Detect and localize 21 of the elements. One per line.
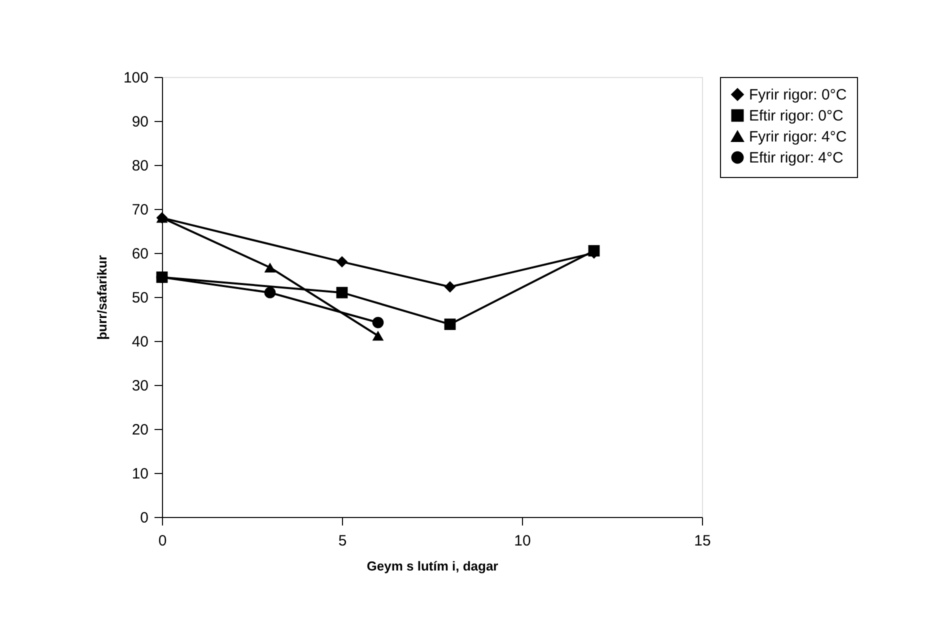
y-tick-label: 70 — [132, 202, 148, 218]
y-tick-label: 60 — [132, 246, 148, 262]
x-axis-title: Geym s lutím i, dagar — [366, 558, 498, 574]
y-tick-label: 30 — [132, 378, 148, 394]
x-tick-label: 10 — [514, 532, 531, 550]
y-tick-label: 40 — [132, 334, 148, 350]
x-tick-label: 0 — [158, 532, 167, 550]
y-tick-label: 80 — [132, 158, 148, 174]
legend-label: Eftir rigor: 0°C — [749, 108, 844, 124]
x-tick-label: 5 — [338, 532, 347, 550]
legend-label: Fyrir rigor: 4°C — [749, 128, 847, 146]
y-axis-title: þurr/safarikur — [94, 255, 110, 340]
y-tick-label: 0 — [140, 510, 148, 526]
y-tick-label: 10 — [132, 466, 148, 482]
y-tick-label: 50 — [132, 290, 148, 306]
x-tick-label: 15 — [694, 532, 711, 550]
legend-label: Eftir rigor: 4°C — [749, 150, 844, 166]
y-tick-label: 90 — [132, 114, 148, 130]
legend-label: Fyrir rigor: 0°C — [749, 86, 847, 104]
y-tick-label: 20 — [132, 422, 148, 438]
y-tick-label: 100 — [123, 70, 148, 86]
